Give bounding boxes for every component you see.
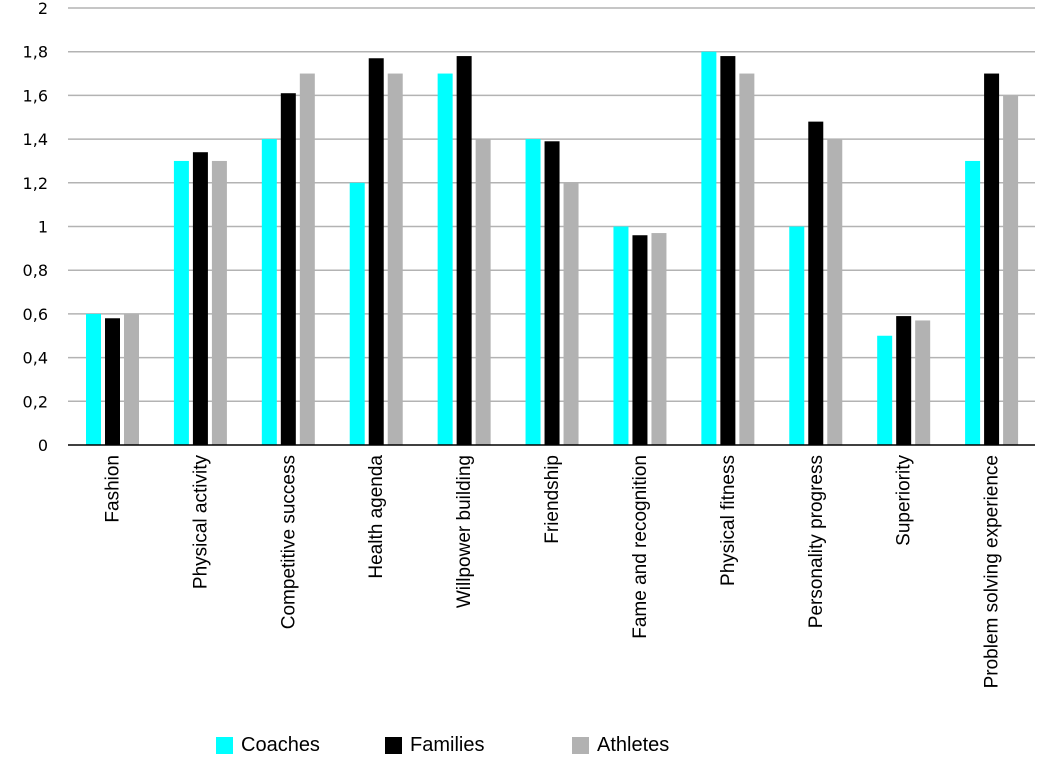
bar-coaches (349, 182, 365, 446)
x-tick-label: Health agenda (366, 455, 387, 579)
x-tick-label: Physical activity (190, 455, 211, 590)
bar-coaches (613, 226, 629, 445)
x-tick-label: Fame and recognition (630, 455, 651, 639)
bar-athletes (739, 73, 755, 446)
x-tick-label: Fashion (103, 455, 124, 523)
y-tick-label: 0,2 (23, 392, 48, 411)
y-tick-label: 1,4 (23, 130, 48, 149)
x-tick-label: Friendship (542, 455, 563, 544)
bar-athletes (299, 73, 315, 446)
bar-coaches (437, 73, 453, 446)
bar-coaches (173, 160, 189, 445)
bar-families (456, 56, 472, 445)
legend-label: Coaches (241, 734, 320, 756)
x-tick-label: Willpower building (454, 455, 475, 608)
x-tick-label: Physical fitness (718, 455, 739, 586)
bar-athletes (211, 160, 227, 445)
bar-coaches (525, 139, 541, 445)
bar-coaches (789, 226, 805, 445)
y-tick-label: 0,4 (23, 349, 48, 368)
bar-athletes (651, 233, 667, 445)
bar-coaches (965, 160, 981, 445)
y-tick-label: 0,8 (23, 261, 48, 280)
legend-item-athletes: Athletes (572, 734, 669, 757)
legend-label: Athletes (597, 734, 670, 756)
legend-swatch-coaches (216, 737, 233, 754)
legend-item-coaches: Coaches (216, 734, 320, 757)
y-tick-label: 0,6 (23, 305, 48, 324)
bar-athletes (563, 182, 579, 446)
bar-athletes (827, 139, 843, 445)
bar-athletes (124, 313, 139, 445)
bar-families (808, 121, 824, 446)
bar-coaches (261, 139, 277, 445)
bar-athletes (915, 320, 931, 445)
bar-families (632, 235, 648, 445)
bar-families (896, 316, 912, 445)
y-tick-label: 1,8 (23, 43, 48, 62)
bars (86, 51, 1019, 446)
legend: Coaches Families Athletes (0, 734, 1058, 760)
y-tick-label: 1,2 (23, 174, 48, 193)
bar-families (280, 93, 296, 445)
y-tick-label: 2 (38, 0, 48, 18)
bar-families (544, 141, 560, 445)
bar-families (984, 73, 1000, 446)
y-tick-label: 0 (38, 436, 48, 455)
legend-item-families: Families (385, 734, 484, 757)
bar-athletes (475, 139, 491, 445)
legend-swatch-athletes (572, 737, 589, 754)
bar-coaches (701, 51, 717, 445)
x-tick-label: Competitive success (278, 455, 299, 629)
bar-families (105, 318, 120, 445)
legend-label: Families (410, 734, 485, 756)
bar-families (192, 152, 208, 445)
y-tick-label: 1,6 (23, 86, 48, 105)
legend-swatch-families (385, 737, 402, 754)
y-axis-ticks: 0 0,2 0,4 0,6 0,8 1 1,2 1,4 1,6 1,8 2 (23, 0, 48, 455)
bar-athletes (387, 73, 403, 446)
x-axis-ticks: Fashion Physical activity Competitive succ… (103, 455, 1003, 689)
bar-coaches (86, 313, 101, 445)
bar-athletes (1003, 95, 1019, 446)
bar-coaches (877, 335, 893, 445)
y-tick-label: 1 (38, 218, 48, 237)
x-tick-label: Problem solving experience (982, 455, 1003, 688)
bar-families (368, 58, 384, 445)
x-tick-label: Superiority (894, 455, 915, 546)
bar-families (720, 56, 736, 445)
x-tick-label: Personality progress (806, 455, 827, 628)
